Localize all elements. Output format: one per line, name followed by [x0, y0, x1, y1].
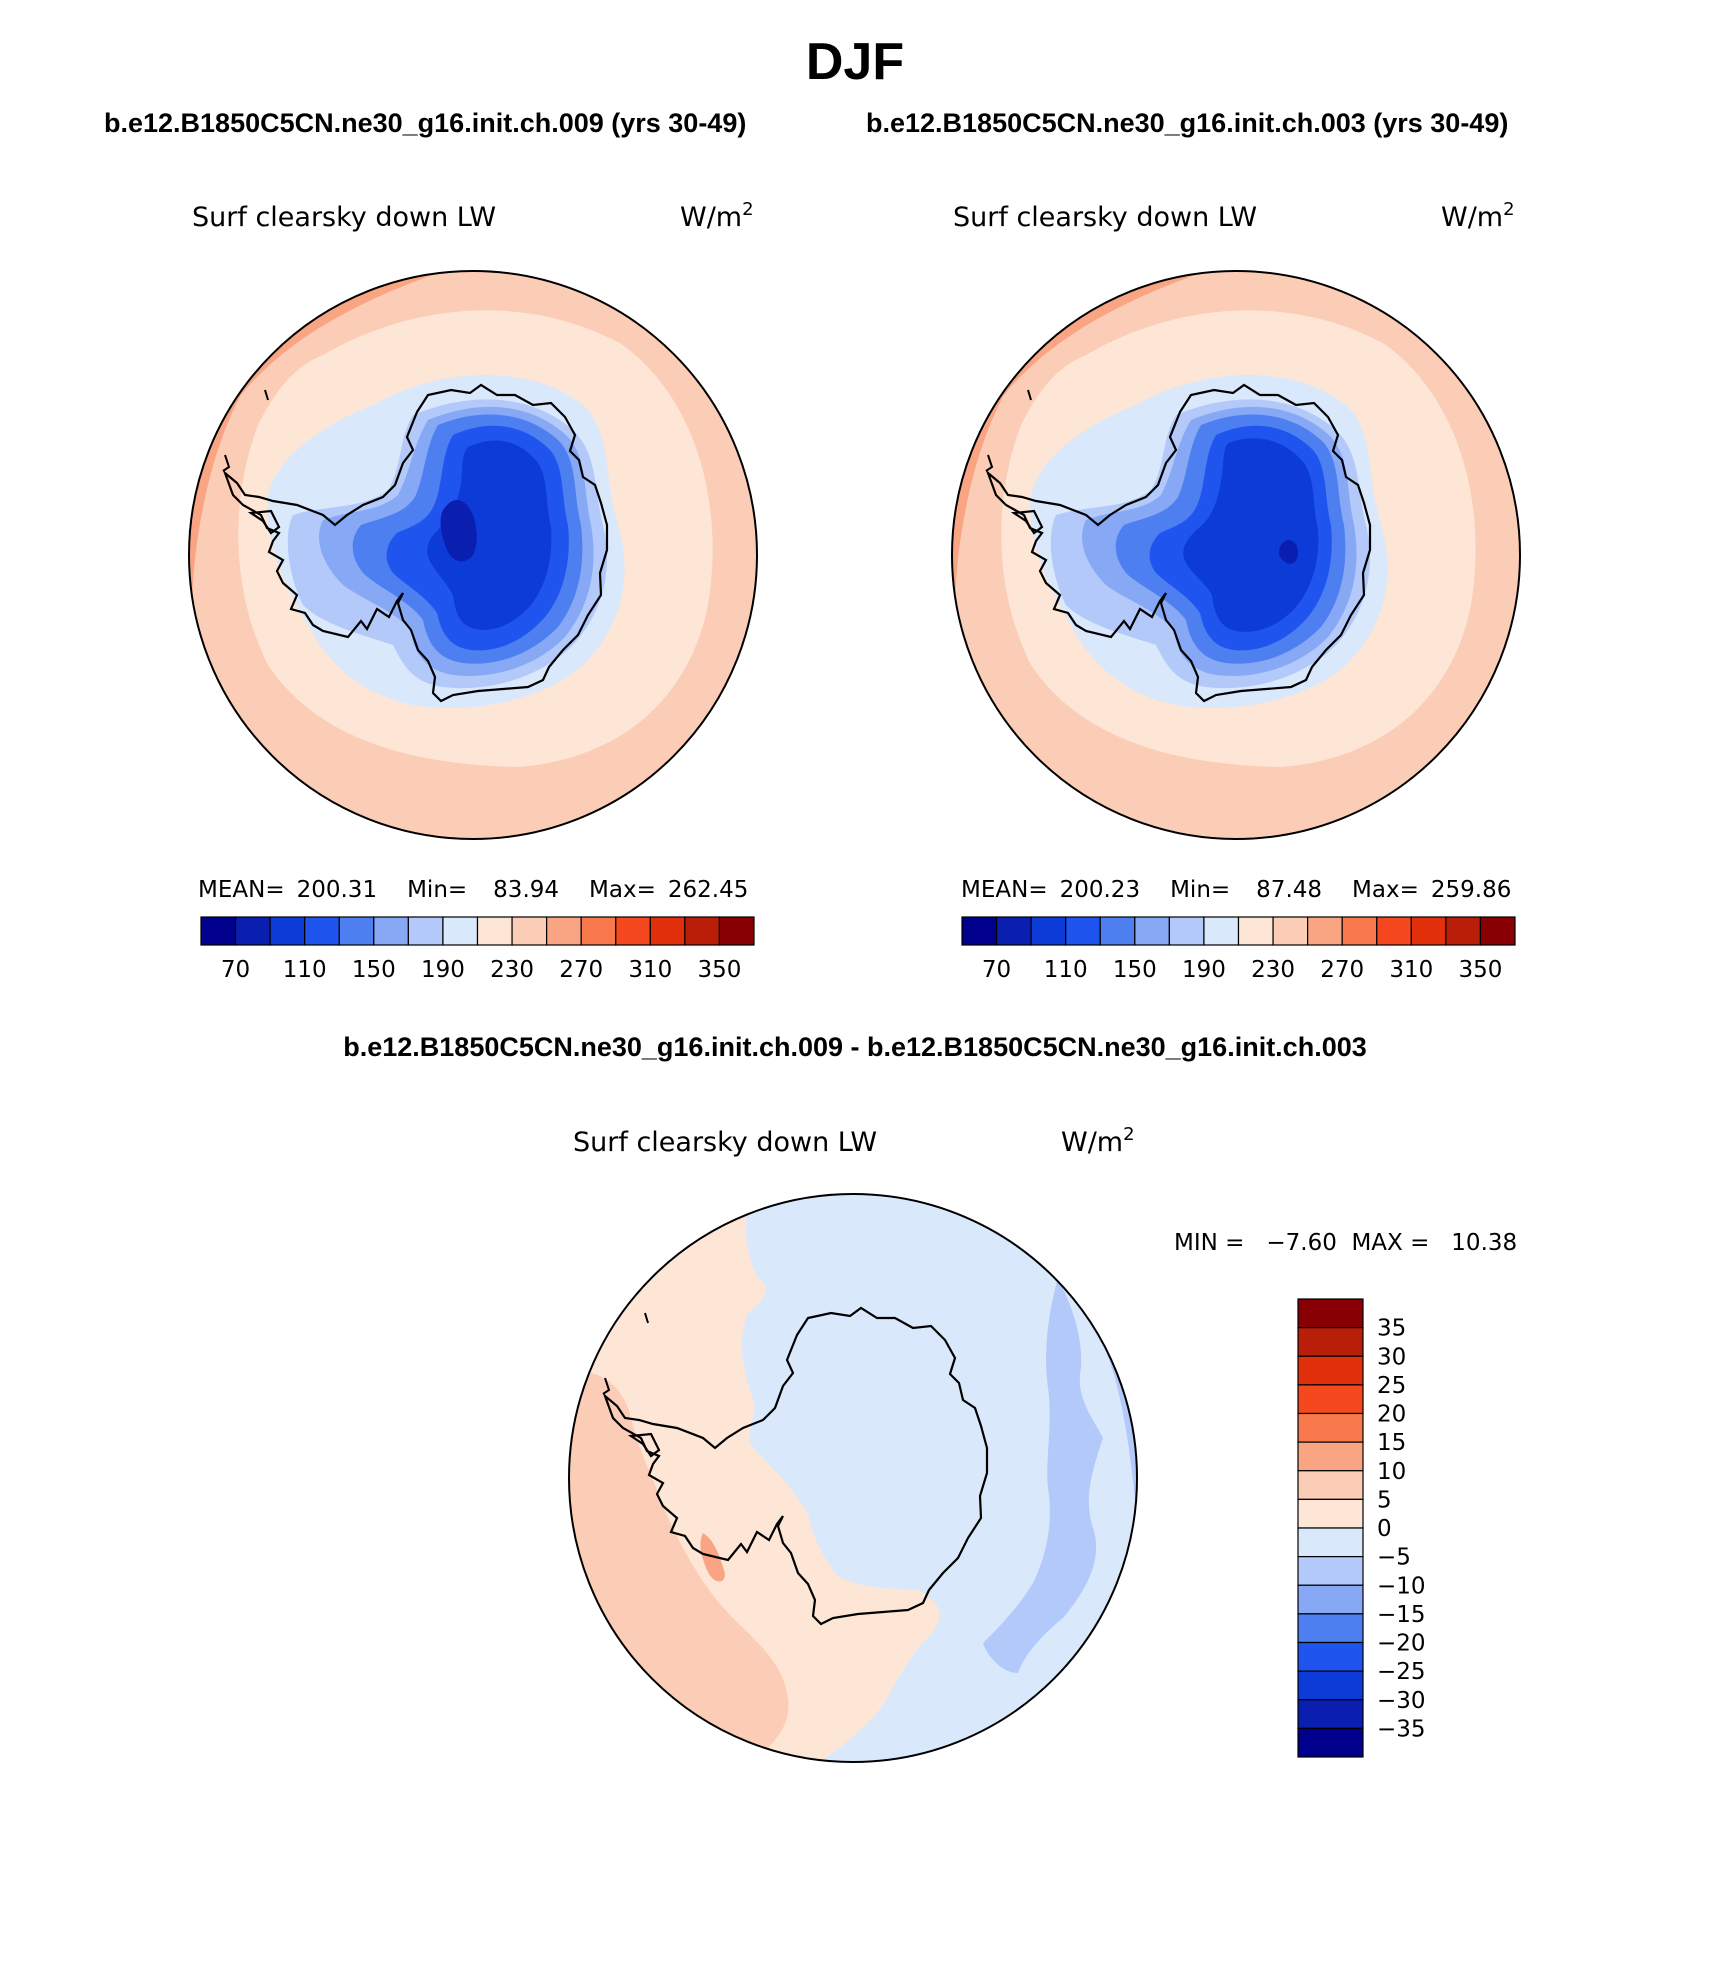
colorbar-swatch	[200, 916, 237, 946]
colorbar-swatch	[1297, 1470, 1364, 1500]
colorbar-swatch	[649, 916, 686, 946]
colorbar-swatch	[1297, 1355, 1364, 1386]
colorbar-tick-label: 25	[1377, 1373, 1406, 1399]
colorbar-swatch	[1376, 916, 1412, 946]
panel-a-variable: Surf clearsky down LW	[192, 202, 496, 233]
diff-panel-map	[568, 1193, 1138, 1763]
colorbar-tick-label: −25	[1377, 1659, 1426, 1685]
colorbar-swatch	[1168, 916, 1205, 946]
difference-title: b.e12.B1850C5CN.ne30_g16.init.ch.009 - b…	[343, 1032, 1367, 1062]
colorbar-swatch	[1297, 1727, 1364, 1758]
colorbar-swatch	[373, 916, 409, 946]
colorbar-swatch	[234, 916, 271, 946]
colorbar-swatch	[338, 916, 375, 946]
colorbar-swatch	[995, 916, 1032, 946]
colorbar-swatch	[1297, 1384, 1364, 1415]
panel-a-colorbar: 70 110 150 190 230 270 310 350	[200, 916, 755, 983]
panel-a-units: W/m2	[680, 199, 754, 233]
colorbar-tick-label: −15	[1377, 1602, 1426, 1628]
colorbar-swatch	[718, 916, 755, 946]
colorbar-tick-label: 15	[1377, 1430, 1406, 1456]
colorbar-tick-label: 70	[221, 957, 250, 983]
colorbar-tick-label: −10	[1377, 1573, 1426, 1599]
colorbar-swatch	[1030, 916, 1067, 946]
colorbar-swatch	[1479, 916, 1516, 946]
colorbar-swatch	[1297, 1699, 1364, 1729]
colorbar-tick-label: 350	[1458, 957, 1502, 983]
colorbar-tick-label: 270	[559, 957, 603, 983]
colorbar-swatch	[1297, 1584, 1364, 1615]
colorbar-swatch	[615, 916, 651, 946]
panel-a-map	[188, 270, 758, 840]
colorbar-tick-label: 110	[283, 957, 327, 983]
colorbar-tick-label: 150	[352, 957, 396, 983]
colorbar-tick-label: 310	[628, 957, 672, 983]
colorbar-tick-label: 190	[421, 957, 465, 983]
colorbar-swatch	[1297, 1298, 1364, 1329]
colorbar-swatch	[1297, 1412, 1364, 1443]
colorbar-swatch	[407, 916, 444, 946]
colorbar-tick-label: 310	[1389, 957, 1433, 983]
colorbar-tick-label: 30	[1377, 1344, 1406, 1370]
colorbar-swatch	[511, 916, 548, 946]
colorbar-swatch	[1297, 1441, 1364, 1472]
colorbar-swatch	[1297, 1613, 1364, 1644]
panel-a-stats: MEAN= 200.31 Min= 83.94 Max= 262.45	[198, 877, 748, 903]
colorbar-swatch	[1297, 1670, 1364, 1701]
colorbar-swatch	[580, 916, 617, 946]
colorbar-swatch	[1297, 1556, 1364, 1586]
panel-b-stats: MEAN= 200.23 Min= 87.48 Max= 259.86	[961, 877, 1511, 903]
diff-panel-units: W/m2	[1061, 1124, 1135, 1158]
colorbar-swatch	[1307, 916, 1343, 946]
colorbar-tick-label: 190	[1182, 957, 1226, 983]
colorbar-swatch	[1203, 916, 1240, 946]
case-a-title: b.e12.B1850C5CN.ne30_g16.init.ch.009 (yr…	[104, 108, 747, 138]
panel-b-variable: Surf clearsky down LW	[953, 202, 1257, 233]
colorbar-swatch	[546, 916, 582, 946]
panel-b-map	[951, 270, 1521, 840]
colorbar-tick-label: −20	[1377, 1631, 1426, 1657]
colorbar-swatch	[1297, 1641, 1364, 1672]
colorbar-swatch	[1410, 916, 1447, 946]
colorbar-swatch	[1237, 916, 1274, 946]
colorbar-tick-label: 20	[1377, 1402, 1406, 1428]
colorbar-tick-label: 10	[1377, 1459, 1406, 1485]
colorbar-tick-label: 35	[1377, 1316, 1406, 1342]
colorbar-tick-label: 5	[1377, 1487, 1392, 1513]
colorbar-tick-label: −35	[1377, 1716, 1426, 1742]
colorbar-swatch	[1099, 916, 1136, 946]
colorbar-tick-label: −30	[1377, 1688, 1426, 1714]
colorbar-tick-label: 230	[1251, 957, 1295, 983]
colorbar-swatch	[684, 916, 721, 946]
colorbar-swatch	[1272, 916, 1309, 946]
colorbar-swatch	[1134, 916, 1170, 946]
colorbar-swatch	[1445, 916, 1482, 946]
colorbar-swatch	[1297, 1527, 1364, 1558]
panel-b-units: W/m2	[1441, 199, 1515, 233]
season-title: DJF	[805, 33, 905, 91]
colorbar-swatch	[269, 916, 306, 946]
colorbar-swatch	[442, 916, 479, 946]
colorbar-swatch	[1065, 916, 1101, 946]
colorbar-swatch	[476, 916, 513, 946]
diff-panel-range: MIN = −7.60 MAX = 10.38	[1174, 1230, 1517, 1256]
colorbar-tick-label: 270	[1320, 957, 1364, 983]
colorbar-swatch	[1297, 1498, 1364, 1529]
colorbar-tick-label: 150	[1113, 957, 1157, 983]
diff-panel-variable: Surf clearsky down LW	[573, 1127, 877, 1158]
colorbar-tick-label: 110	[1044, 957, 1088, 983]
colorbar-swatch	[304, 916, 340, 946]
colorbar-tick-label: 230	[490, 957, 534, 983]
colorbar-swatch	[1297, 1327, 1364, 1357]
colorbar-tick-label: 70	[982, 957, 1011, 983]
colorbar-swatch	[961, 916, 998, 946]
colorbar-tick-label: 350	[697, 957, 741, 983]
case-b-title: b.e12.B1850C5CN.ne30_g16.init.ch.003 (yr…	[866, 108, 1509, 138]
colorbar-tick-label: −5	[1377, 1545, 1411, 1571]
colorbar-swatch	[1341, 916, 1378, 946]
panel-b-colorbar: 70 110 150 190 230 270 310 350	[961, 916, 1516, 983]
colorbar-tick-label: 0	[1377, 1516, 1392, 1542]
